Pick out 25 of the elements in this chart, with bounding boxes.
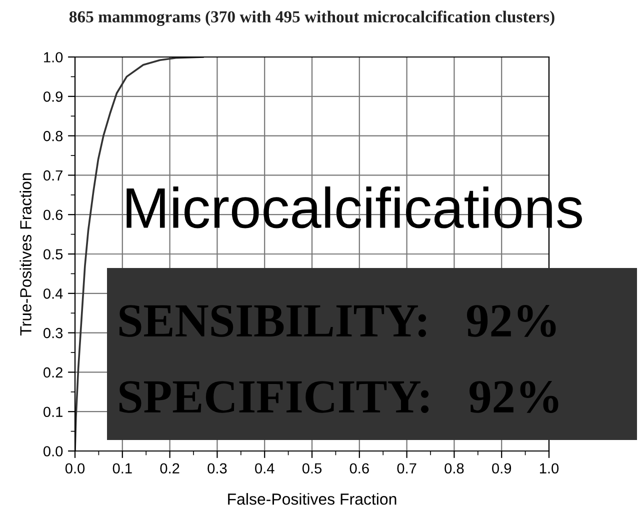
y-tick-label: 0.2: [43, 367, 62, 378]
x-tick-label: 0.5: [302, 463, 322, 474]
x-tick-label: 0.7: [397, 463, 416, 474]
y-tick-label: 0.4: [43, 288, 63, 299]
x-tick-label: 0.3: [208, 463, 227, 474]
x-tick-label: 0.4: [255, 463, 274, 474]
y-tick-label: 0.9: [43, 92, 63, 102]
y-tick-label: 0.3: [43, 328, 63, 338]
y-tick-label: 0.5: [43, 249, 63, 260]
x-tick-label: 0.8: [444, 463, 464, 474]
x-axis-title: False-Positives Fraction: [228, 493, 396, 505]
y-tick-label: 0.6: [43, 210, 63, 220]
x-tick-label: 1.0: [540, 463, 559, 474]
y-tick-label: 1.0: [44, 52, 63, 62]
x-tick-label: 0.6: [350, 463, 369, 474]
x-tick-label: 0.9: [492, 463, 512, 474]
y-tick-label: 0.0: [43, 446, 63, 456]
chart-title: 865 mammograms (370 with 495 without microcalcification clusters): [69, 10, 554, 26]
y-tick-label: 0.7: [43, 170, 62, 181]
x-tick-label: 0.0: [65, 463, 85, 474]
y-axis-title: True-Positives Fraction: [20, 173, 32, 336]
x-tick-label: 0.2: [160, 463, 180, 474]
y-tick-label: 0.8: [43, 130, 63, 142]
y-tick-label: 0.1: [43, 406, 62, 418]
x-tick-label: 0.1: [112, 463, 132, 474]
